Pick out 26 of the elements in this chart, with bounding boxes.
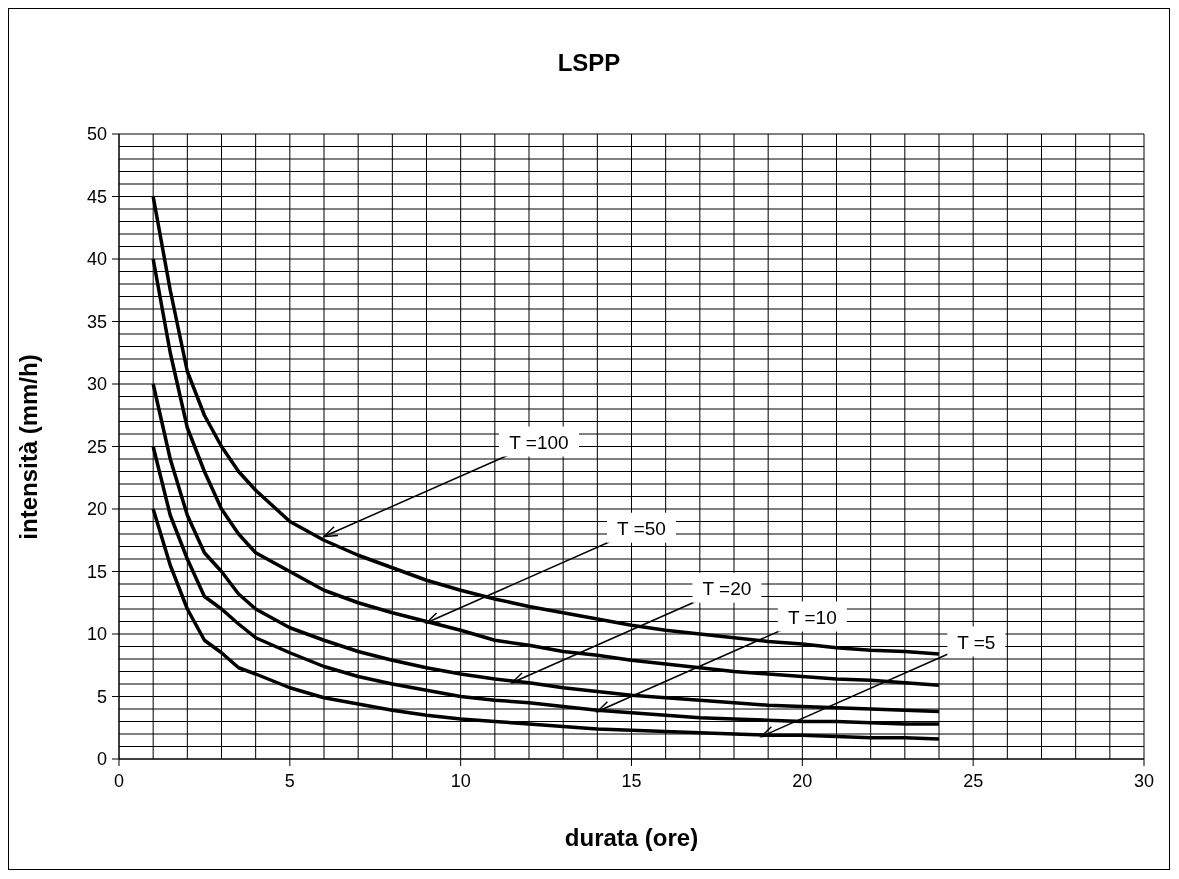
y-tick-label: 0 bbox=[96, 749, 107, 769]
annotation: T =10 bbox=[787, 606, 837, 628]
y-tick-label: 15 bbox=[86, 561, 107, 582]
y-tick-label: 45 bbox=[86, 186, 107, 207]
y-tick-label: 20 bbox=[86, 499, 107, 519]
x-tick-label: 0 bbox=[113, 771, 125, 791]
annotation: T =50 bbox=[617, 517, 666, 539]
annotation: T =5 bbox=[957, 631, 996, 653]
y-tick-label: 50 bbox=[86, 124, 107, 144]
chart-title: LSPP bbox=[556, 49, 622, 77]
x-tick-label: 10 bbox=[450, 771, 471, 791]
y-tick-label: 30 bbox=[86, 374, 107, 394]
annotation: T =20 bbox=[702, 577, 752, 599]
x-tick-label: 20 bbox=[792, 771, 813, 791]
y-tick-label: 10 bbox=[86, 624, 107, 644]
x-tick-label: 25 bbox=[963, 771, 984, 791]
y-axis-title: intensità (mm/h) bbox=[15, 353, 43, 540]
y-tick-label: 35 bbox=[86, 311, 107, 332]
x-tick-label: 15 bbox=[621, 771, 642, 791]
annotation: T =100 bbox=[509, 431, 569, 453]
x-axis-title: durata (ore) bbox=[563, 824, 700, 852]
y-tick-label: 40 bbox=[86, 249, 107, 269]
y-tick-label: 25 bbox=[86, 436, 107, 457]
x-tick-label: 30 bbox=[1133, 771, 1155, 791]
x-tick-label: 5 bbox=[284, 771, 295, 791]
y-tick-label: 5 bbox=[96, 686, 107, 707]
